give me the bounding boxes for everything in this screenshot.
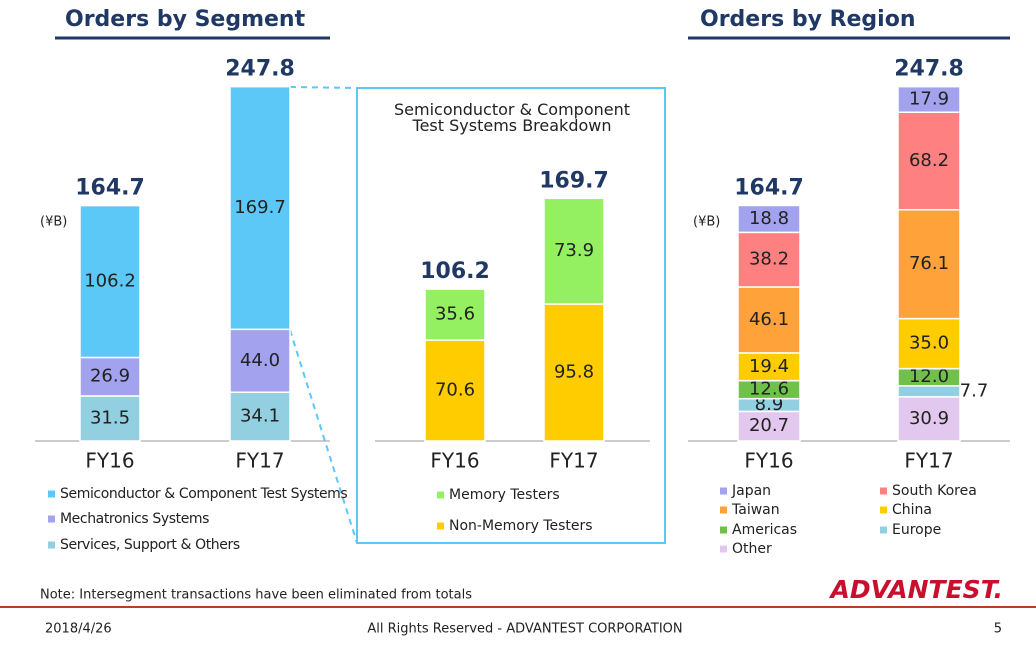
value-label: 12.0 (909, 366, 949, 387)
bar-segment (897, 317, 961, 370)
legend-label: Semiconductor & Component Test Systems (60, 486, 347, 502)
legend-swatch (48, 490, 55, 498)
legend-swatch (48, 541, 55, 549)
legend-swatch (437, 491, 444, 499)
x-tick-label: FY17 (549, 449, 598, 473)
legend-swatch (880, 506, 887, 514)
total-label: 164.7 (734, 175, 804, 200)
bar-segment (897, 385, 961, 398)
legend-label: Non-Memory Testers (449, 518, 593, 534)
bar-segment (79, 204, 141, 359)
legend-swatch (437, 522, 444, 530)
bar-segment (79, 356, 141, 397)
value-label: 35.0 (909, 333, 949, 354)
bar-segment (737, 231, 801, 288)
value-label: 30.9 (909, 408, 949, 429)
value-label: 70.6 (435, 380, 475, 401)
value-label: 7.7 (960, 380, 989, 401)
value-label: 26.9 (90, 366, 130, 387)
value-label: 12.6 (749, 379, 789, 400)
value-label: 20.7 (749, 415, 789, 436)
section-title: Orders by Region (700, 7, 916, 32)
total-label: 169.7 (539, 168, 609, 193)
legend-label: Japan (731, 483, 771, 499)
bar-segment (737, 410, 801, 442)
value-label: 169.7 (234, 197, 286, 218)
footer-date: 2018/4/26 (45, 622, 112, 637)
legend-label: Other (732, 541, 772, 557)
value-label: 44.0 (240, 350, 280, 371)
value-label: 95.8 (554, 362, 594, 383)
value-label: 34.1 (240, 406, 280, 427)
legend-label: South Korea (892, 483, 977, 499)
legend-label: Mechatronics Systems (60, 511, 209, 527)
legend-swatch (720, 487, 727, 495)
legend-label: Memory Testers (449, 487, 560, 503)
bar-segment (543, 197, 605, 305)
legend-label: China (892, 502, 932, 518)
value-label: 31.5 (90, 407, 130, 428)
legend-swatch (880, 487, 887, 495)
value-label: 76.1 (909, 253, 949, 274)
legend-label: Taiwan (731, 502, 780, 518)
logo: ADVANTEST. (829, 575, 1003, 604)
chart-title-box: Semiconductor & Component Test Systems B… (393, 102, 631, 135)
total-label: 164.7 (75, 176, 145, 201)
x-tick-label: FY17 (235, 449, 284, 473)
legend-swatch (880, 526, 887, 534)
value-label: 38.2 (749, 249, 789, 270)
bar-segment (543, 303, 605, 442)
bar-segment (897, 111, 961, 211)
x-tick-label: FY16 (85, 449, 134, 473)
bar-segment (897, 396, 961, 442)
bar-segment (737, 204, 801, 234)
unit-label: (¥B) (693, 215, 720, 230)
section-title: Orders by Segment (65, 7, 306, 32)
value-label: 46.1 (749, 309, 789, 330)
chart-title: Semiconductor & Component Test Systems B… (393, 102, 631, 135)
value-label: 106.2 (84, 271, 136, 292)
total-label: 106.2 (420, 259, 490, 284)
value-label: 35.6 (435, 304, 475, 325)
total-label: 247.8 (894, 57, 964, 82)
bar-segment (229, 391, 291, 442)
value-label: 18.8 (749, 208, 789, 229)
connector (289, 329, 358, 544)
legend-swatch (48, 515, 55, 523)
bar-segment (424, 288, 486, 341)
total-label: 247.8 (225, 57, 295, 82)
unit-label: (¥B) (40, 215, 67, 230)
bar-segment (897, 209, 961, 320)
value-label: 19.4 (749, 356, 789, 377)
x-tick-label: FY16 (430, 449, 479, 473)
bar-segment (424, 339, 486, 442)
value-label: 68.2 (909, 150, 949, 171)
bar-segment (229, 85, 291, 331)
note: Note: Intersegment transactions have bee… (40, 588, 472, 603)
legend-label: Europe (892, 522, 941, 538)
value-label: 73.9 (554, 240, 594, 261)
value-label: 17.9 (909, 88, 949, 109)
x-tick-label: FY17 (904, 449, 953, 473)
legend-swatch (720, 545, 727, 553)
legend-swatch (720, 526, 727, 534)
legend-swatch (720, 506, 727, 514)
page-number: 5 (994, 622, 1002, 637)
bar-segment (737, 286, 801, 354)
breakdown-box (356, 87, 666, 544)
legend-label: Americas (732, 522, 797, 538)
footer-copyright: All Rights Reserved - ADVANTEST CORPORAT… (367, 622, 682, 637)
legend-label: Services, Support & Others (60, 537, 240, 553)
x-tick-label: FY16 (744, 449, 793, 473)
connector (289, 86, 358, 89)
bar-segment (897, 85, 961, 113)
